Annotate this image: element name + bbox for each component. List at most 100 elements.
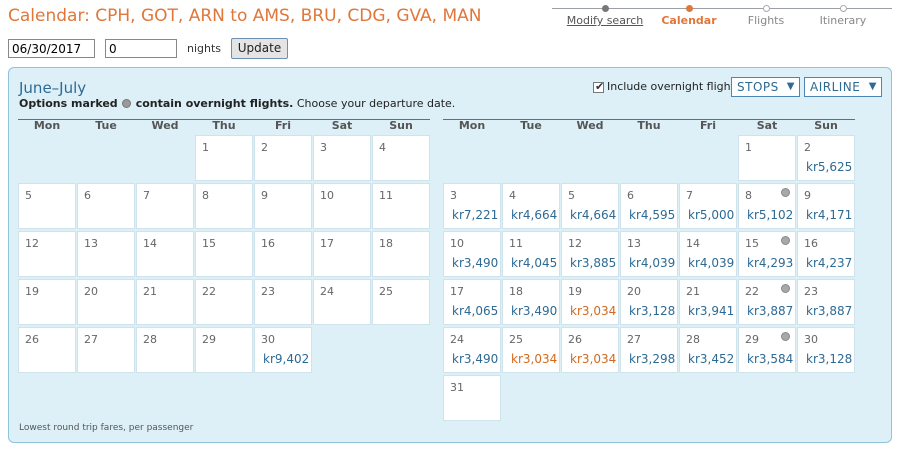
calendar-day-cell[interactable]: 22 kr3,887	[738, 279, 796, 325]
weekday-label: Mon	[33, 119, 61, 132]
fare-price-link[interactable]: kr3,941	[688, 304, 735, 318]
fare-price-link[interactable]: kr3,490	[511, 304, 558, 318]
day-number: 22	[202, 285, 216, 298]
calendar-day-cell[interactable]: 6 kr4,595	[620, 183, 678, 229]
calendar-day-cell[interactable]: 2 kr5,625	[797, 135, 855, 181]
calendar-day-cell: 18	[372, 231, 430, 277]
calendar-day-cell[interactable]: 26 kr3,034	[561, 327, 619, 373]
day-number: 5	[25, 189, 32, 202]
calendar-day-cell[interactable]: 19 kr3,034	[561, 279, 619, 325]
calendar-day-cell[interactable]: 27 kr3,298	[620, 327, 678, 373]
fare-price-link[interactable]: kr5,102	[747, 208, 794, 222]
day-number: 14	[143, 237, 157, 250]
day-number: 12	[568, 237, 582, 250]
fare-price-link[interactable]: kr4,664	[570, 208, 617, 222]
calendar-day-cell[interactable]: 10 kr3,490	[443, 231, 501, 277]
overnight-flight-icon	[781, 332, 790, 341]
fare-price-link[interactable]: kr7,221	[452, 208, 499, 222]
day-number: 29	[745, 333, 759, 346]
day-number: 24	[450, 333, 464, 346]
departure-date-input[interactable]	[8, 39, 95, 58]
calendar-day-cell[interactable]: 3 kr7,221	[443, 183, 501, 229]
fare-price-link[interactable]: kr4,171	[806, 208, 853, 222]
calendar-day-cell[interactable]: 21 kr3,941	[679, 279, 737, 325]
day-number: 19	[25, 285, 39, 298]
day-number: 21	[686, 285, 700, 298]
include-overnight-checkbox[interactable]: ✔	[593, 80, 605, 93]
calendar-day-cell[interactable]: 16 kr4,237	[797, 231, 855, 277]
checkmark-icon: ✔	[595, 80, 605, 93]
fare-price-link[interactable]: kr3,490	[452, 352, 499, 366]
calendar-day-cell[interactable]: 11 kr4,045	[502, 231, 560, 277]
fare-price-link[interactable]: kr3,885	[570, 256, 617, 270]
calendar-day-cell[interactable]: 20 kr3,128	[620, 279, 678, 325]
calendar-day-cell: 5	[18, 183, 76, 229]
update-button[interactable]: Update	[231, 38, 288, 59]
calendar-day-cell[interactable]: 12 kr3,885	[561, 231, 619, 277]
day-number: 9	[804, 189, 811, 202]
fare-price-link[interactable]: kr5,000	[688, 208, 735, 222]
calendar-day-cell: 12	[18, 231, 76, 277]
calendar-day-cell[interactable]: 13 kr4,039	[620, 231, 678, 277]
fare-price-link[interactable]: kr3,887	[806, 304, 853, 318]
calendar-day-cell[interactable]: 25 kr3,034	[502, 327, 560, 373]
overnight-flight-icon	[122, 99, 132, 108]
fare-price-link[interactable]: kr3,584	[747, 352, 794, 366]
fare-price-link[interactable]: kr3,034	[570, 352, 617, 366]
fare-price-link[interactable]: kr3,887	[747, 304, 794, 318]
nights-input[interactable]	[105, 39, 177, 58]
fare-price-link[interactable]: kr3,128	[629, 304, 676, 318]
day-number: 28	[143, 333, 157, 346]
fare-price-link[interactable]: kr3,298	[629, 352, 676, 366]
fare-price-link[interactable]: kr4,039	[688, 256, 735, 270]
calendar-day-cell: 1	[738, 135, 796, 181]
calendar-day-cell[interactable]: 30 kr3,128	[797, 327, 855, 373]
step-label: Itinerary	[819, 14, 867, 27]
note-bold-2: contain overnight flights.	[135, 97, 294, 110]
fare-price-link[interactable]: kr4,237	[806, 256, 853, 270]
step-modify-search[interactable]: Modify search	[560, 4, 650, 27]
fare-price-link[interactable]: kr4,664	[511, 208, 558, 222]
calendar-day-cell[interactable]: 28 kr3,452	[679, 327, 737, 373]
airline-dropdown-label: AIRLINE	[810, 80, 861, 94]
step-dot-icon	[762, 5, 770, 12]
calendar-day-cell: 16	[254, 231, 312, 277]
calendar-day-cell[interactable]: 8 kr5,102	[738, 183, 796, 229]
calendar-day-cell[interactable]: 18 kr3,490	[502, 279, 560, 325]
stops-dropdown[interactable]: STOPS ▼	[731, 77, 800, 97]
include-overnight-label[interactable]: Include overnight flights	[607, 80, 741, 93]
step-label[interactable]: Modify search	[566, 14, 644, 27]
nights-label: nights	[187, 42, 222, 55]
day-number: 19	[568, 285, 582, 298]
calendar-day-cell: 23	[254, 279, 312, 325]
calendar-day-cell[interactable]: 14 kr4,039	[679, 231, 737, 277]
calendar-day-cell[interactable]: 15 kr4,293	[738, 231, 796, 277]
weekday-label: Thu	[637, 119, 661, 132]
fare-price-link[interactable]: kr3,034	[570, 304, 617, 318]
fare-price-link[interactable]: kr3,034	[511, 352, 558, 366]
fare-price-link[interactable]: kr3,490	[452, 256, 499, 270]
fare-price-link[interactable]: kr3,452	[688, 352, 735, 366]
fare-price-link[interactable]: kr5,625	[806, 160, 853, 174]
fare-price-link[interactable]: kr4,595	[629, 208, 676, 222]
calendar-day-cell[interactable]: 17 kr4,065	[443, 279, 501, 325]
fare-price-link[interactable]: kr4,065	[452, 304, 499, 318]
airline-dropdown[interactable]: AIRLINE ▼	[804, 77, 882, 97]
calendar-day-cell[interactable]: 7 kr5,000	[679, 183, 737, 229]
calendar-day-cell[interactable]: 9 kr4,171	[797, 183, 855, 229]
fare-price-link[interactable]: kr3,128	[806, 352, 853, 366]
fare-price-link[interactable]: kr4,045	[511, 256, 558, 270]
calendar-day-cell[interactable]: 29 kr3,584	[738, 327, 796, 373]
calendar-panel: June–July Options marked contain overnig…	[8, 67, 892, 443]
fare-price-link[interactable]: kr4,293	[747, 256, 794, 270]
day-number: 17	[450, 285, 464, 298]
day-number: 13	[627, 237, 641, 250]
calendar-day-cell[interactable]: 24 kr3,490	[443, 327, 501, 373]
calendar-day-cell[interactable]: 23 kr3,887	[797, 279, 855, 325]
calendar-day-cell[interactable]: 4 kr4,664	[502, 183, 560, 229]
fare-price-link[interactable]: kr4,039	[629, 256, 676, 270]
step-calendar: Calendar	[644, 4, 734, 27]
fare-price-link[interactable]: kr9,402	[263, 352, 310, 366]
calendar-day-cell[interactable]: 30 kr9,402	[254, 327, 312, 373]
calendar-day-cell[interactable]: 5 kr4,664	[561, 183, 619, 229]
